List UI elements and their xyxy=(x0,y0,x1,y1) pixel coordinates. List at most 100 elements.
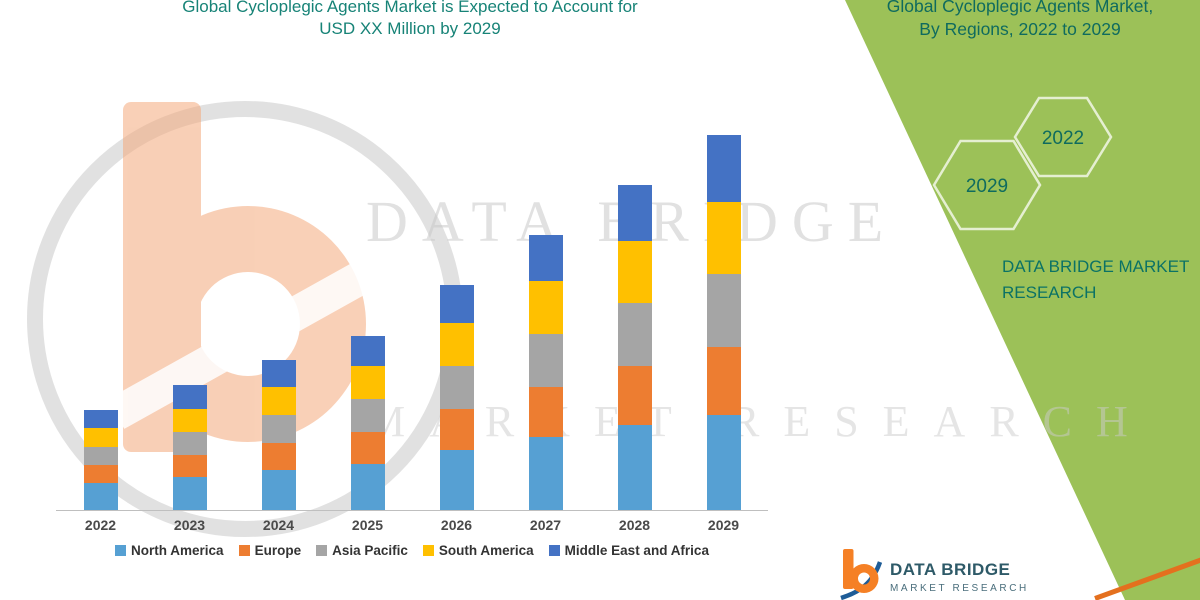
bar-group-2026 xyxy=(412,285,501,510)
legend-swatch xyxy=(548,545,560,556)
footer-logo-sub: MARKET RESEARCH xyxy=(890,583,1029,594)
bar-segment-europe xyxy=(706,347,741,415)
stacked-bar-2025 xyxy=(350,336,385,510)
bar-segment-middle-east-and-africa xyxy=(261,360,296,387)
logo-b-bowl xyxy=(849,564,879,593)
bar-group-2025 xyxy=(323,336,412,510)
bar-segment-asia-pacific xyxy=(261,415,296,443)
bar-segment-south-america xyxy=(350,366,385,399)
legend-label: Asia Pacific xyxy=(332,543,408,558)
bar-segment-asia-pacific xyxy=(350,399,385,432)
bar-segment-europe xyxy=(439,409,474,450)
legend-item-asia-pacific: Asia Pacific xyxy=(316,543,408,558)
data-bridge-logo-icon xyxy=(840,549,882,600)
bar-segment-south-america xyxy=(172,409,207,432)
x-axis-label: 2028 xyxy=(618,517,651,533)
bar-segment-asia-pacific xyxy=(617,303,652,366)
bar-group-2029 xyxy=(679,135,768,510)
plot-area xyxy=(56,56,768,511)
panel-title-line2: By Regions, 2022 to 2029 xyxy=(919,19,1121,39)
x-axis-label: 2022 xyxy=(84,517,117,533)
bar-segment-north-america xyxy=(706,415,741,510)
bar-segment-south-america xyxy=(439,323,474,366)
footer-logo: DATA BRIDGE MARKET RESEARCH xyxy=(840,548,1029,600)
x-axis-label: 2025 xyxy=(351,517,384,533)
stacked-bar-2023 xyxy=(172,385,207,510)
hexagon-year-top: 2022 xyxy=(1042,128,1084,149)
bar-segment-europe xyxy=(172,455,207,477)
bar-group-2022 xyxy=(56,410,145,510)
bar-segment-asia-pacific xyxy=(439,366,474,409)
bar-group-2024 xyxy=(234,360,323,510)
stacked-bar-2024 xyxy=(261,360,296,510)
hexagon-year-bottom: 2029 xyxy=(966,176,1008,197)
bar-segment-south-america xyxy=(261,387,296,415)
footer-logo-name: DATA BRIDGE xyxy=(890,560,1011,579)
chart-legend: North America Europe Asia Pacific South Ame… xyxy=(56,543,768,558)
legend-label: Middle East and Africa xyxy=(564,543,709,558)
legend-swatch xyxy=(115,545,127,556)
bar-segment-middle-east-and-africa xyxy=(350,336,385,366)
bar-segment-europe xyxy=(528,387,563,437)
bar-segment-north-america xyxy=(261,470,296,510)
bar-segment-south-america xyxy=(706,202,741,274)
chart-title-line1: Global Cycloplegic Agents Market is Expe… xyxy=(182,0,638,16)
bar-segment-north-america xyxy=(350,464,385,510)
bar-segment-asia-pacific xyxy=(706,274,741,347)
x-axis-label: 2027 xyxy=(529,517,562,533)
x-axis-label: 2024 xyxy=(262,517,295,533)
data-bridge-watermark-logo xyxy=(27,101,463,537)
panel-title-line1: Global Cycloplegic Agents Market, xyxy=(886,0,1154,16)
bar-segment-asia-pacific xyxy=(528,334,563,387)
bar-segment-middle-east-and-africa xyxy=(172,385,207,409)
stacked-bar-2026 xyxy=(439,285,474,510)
bar-segment-south-america xyxy=(83,428,118,447)
bar-segment-south-america xyxy=(617,241,652,303)
legend-swatch xyxy=(238,545,250,556)
legend-label: Europe xyxy=(254,543,302,558)
bar-segment-middle-east-and-africa xyxy=(617,185,652,241)
bar-segment-asia-pacific xyxy=(83,447,118,465)
bar-segment-middle-east-and-africa xyxy=(83,410,118,428)
legend-label: North America xyxy=(131,543,224,558)
bar-segment-north-america xyxy=(617,425,652,510)
bar-segment-europe xyxy=(350,432,385,464)
watermark-text-tagline: MARKET RESEARCH xyxy=(366,397,1152,446)
legend-item-north-america: North America xyxy=(115,543,224,558)
year-hexagons: 2022 2029 xyxy=(932,96,1113,231)
footer-logo-text: DATA BRIDGE MARKET RESEARCH xyxy=(890,548,1029,594)
legend-item-south-america: South America xyxy=(422,543,534,558)
legend-item-middle-east-and-africa: Middle East and Africa xyxy=(548,543,709,558)
legend-label: South America xyxy=(438,543,534,558)
bar-segment-middle-east-and-africa xyxy=(439,285,474,323)
bar-segment-south-america xyxy=(528,281,563,334)
bar-segment-middle-east-and-africa xyxy=(706,135,741,202)
bar-segment-north-america xyxy=(83,483,118,510)
stacked-bar-2027 xyxy=(528,235,563,510)
stacked-bar-2022 xyxy=(83,410,118,510)
hexagon-2022 xyxy=(1013,96,1113,178)
bar-segment-asia-pacific xyxy=(172,432,207,455)
chart-title-line2: USD XX Million by 2029 xyxy=(319,19,501,38)
x-axis-label: 2023 xyxy=(173,517,206,533)
bar-segment-europe xyxy=(261,443,296,470)
legend-swatch xyxy=(316,545,328,556)
panel-title: Global Cycloplegic Agents Market, By Reg… xyxy=(845,0,1195,41)
chart-title: Global Cycloplegic Agents Market is Expe… xyxy=(40,0,780,40)
x-axis-label: 2026 xyxy=(440,517,473,533)
bar-group-2023 xyxy=(145,385,234,510)
bar-group-2027 xyxy=(501,235,590,510)
x-axis: 2022 2023 2024 2025 2026 2027 2028 2029 xyxy=(56,511,768,533)
bar-segment-europe xyxy=(83,465,118,483)
x-axis-label: 2029 xyxy=(707,517,740,533)
bar-segment-north-america xyxy=(172,477,207,510)
panel-brand-line1: DATA BRIDGE MARKET xyxy=(1002,257,1190,276)
bar-group-2028 xyxy=(590,185,679,510)
bar-segment-europe xyxy=(617,366,652,425)
hexagon-2029 xyxy=(932,139,1042,231)
legend-item-europe: Europe xyxy=(238,543,302,558)
stacked-bar-2028 xyxy=(617,185,652,510)
legend-swatch xyxy=(422,545,434,556)
watermark-sash xyxy=(107,235,419,429)
